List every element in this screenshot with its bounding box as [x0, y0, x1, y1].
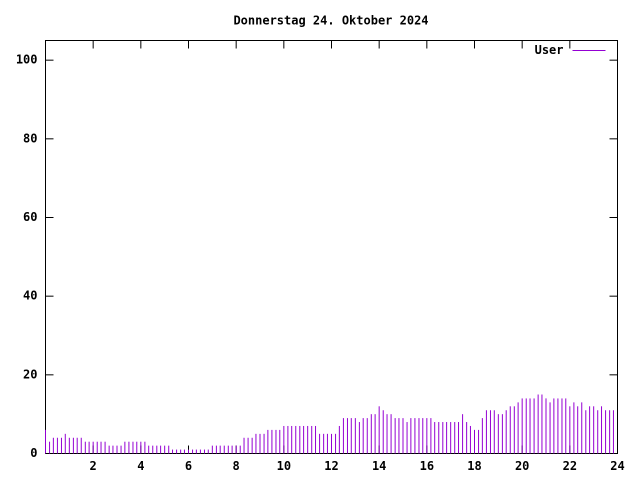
x-tick-label: 24	[610, 459, 624, 473]
y-tick-label: 20	[23, 367, 37, 381]
x-tick-label: 4	[137, 459, 144, 473]
y-tick-label: 40	[23, 289, 37, 303]
x-tick-label: 2	[90, 459, 97, 473]
x-tick-label: 18	[467, 459, 481, 473]
x-tick-label: 14	[372, 459, 386, 473]
chart-title: Donnerstag 24. Oktober 2024	[233, 14, 428, 28]
x-tick-label: 10	[277, 459, 291, 473]
x-tick-label: 20	[515, 459, 529, 473]
legend-label: User	[535, 43, 564, 57]
x-tick-label: 6	[185, 459, 192, 473]
y-tick-label: 60	[23, 210, 37, 224]
x-tick-label: 22	[563, 459, 577, 473]
y-tick-label: 100	[16, 53, 38, 67]
x-tick-label: 8	[233, 459, 240, 473]
x-tick-label: 16	[420, 459, 434, 473]
x-tick-label: 12	[324, 459, 338, 473]
y-tick-label: 0	[30, 446, 37, 460]
plot-frame	[45, 40, 618, 454]
y-tick-label: 80	[23, 131, 37, 145]
